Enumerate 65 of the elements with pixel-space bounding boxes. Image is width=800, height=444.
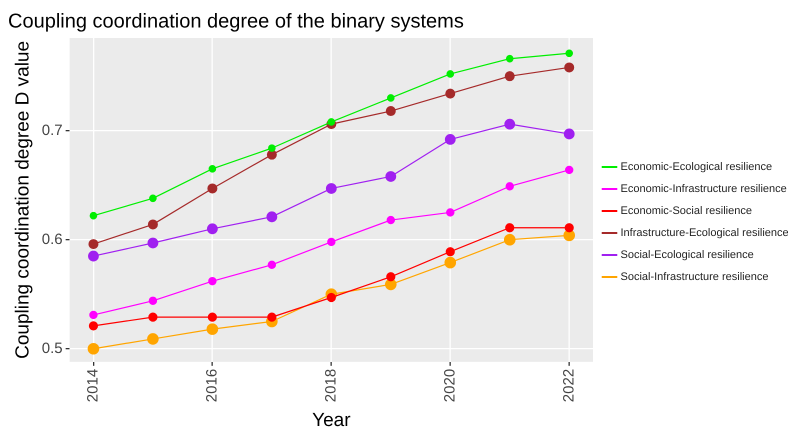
point — [386, 272, 396, 282]
legend-label: Economic-Ecological resilience — [620, 161, 772, 174]
x-tick-label: 2022 — [560, 368, 578, 402]
point — [564, 128, 575, 140]
point — [564, 223, 574, 232]
point — [208, 165, 216, 173]
chart-title: Coupling coordination degree of the binary systems — [8, 10, 464, 33]
point — [147, 333, 159, 345]
legend-label: Infrastructure-Ecological resilience — [620, 227, 789, 240]
point — [148, 219, 158, 230]
point — [148, 312, 158, 322]
point — [88, 250, 99, 262]
y-axis-title: Coupling coordination degree D value — [12, 40, 34, 359]
point — [208, 276, 217, 286]
point — [444, 134, 456, 145]
point — [445, 88, 456, 99]
legend-label: Economic-Infrastructure resilience — [620, 183, 787, 196]
x-tick-label: 2014 — [84, 368, 102, 402]
point — [266, 211, 278, 222]
legend-label: Social-Ecological resilience — [620, 249, 754, 262]
point — [565, 166, 574, 174]
point — [444, 256, 456, 268]
point — [268, 144, 276, 152]
point — [327, 238, 336, 246]
point — [446, 208, 454, 217]
point — [386, 106, 396, 116]
point — [385, 171, 396, 182]
point — [208, 312, 217, 322]
point — [88, 342, 100, 355]
legend-label: Social-Infrastructure resilience — [620, 271, 768, 284]
point — [268, 260, 276, 269]
point — [90, 212, 98, 220]
point — [446, 247, 455, 256]
point — [326, 183, 337, 194]
x-tick-label: 2016 — [204, 368, 221, 402]
point — [386, 216, 395, 224]
point — [506, 54, 514, 63]
point — [565, 49, 574, 58]
x-tick-label: 2020 — [441, 368, 458, 402]
point — [446, 70, 454, 78]
point — [504, 234, 516, 246]
point — [89, 310, 98, 320]
y-tick-label: 0.6 — [42, 230, 63, 248]
point — [206, 323, 218, 335]
y-tick-label: 0.7 — [42, 122, 63, 139]
point — [387, 94, 395, 102]
point — [88, 239, 98, 250]
point — [505, 223, 514, 232]
point — [88, 321, 98, 330]
point — [506, 182, 514, 190]
point — [328, 118, 336, 126]
x-tick-label: 2018 — [322, 368, 340, 402]
point — [206, 223, 218, 234]
legend-label: Economic-Social resilience — [620, 205, 752, 218]
point — [267, 312, 276, 322]
point — [504, 118, 516, 130]
point — [148, 238, 158, 248]
point — [148, 296, 158, 305]
point — [149, 194, 157, 202]
point — [504, 71, 515, 82]
x-axis-title: Year — [312, 410, 352, 431]
point — [564, 62, 574, 72]
y-tick-label: 0.5 — [42, 340, 63, 357]
point — [207, 183, 218, 194]
point — [326, 292, 336, 302]
